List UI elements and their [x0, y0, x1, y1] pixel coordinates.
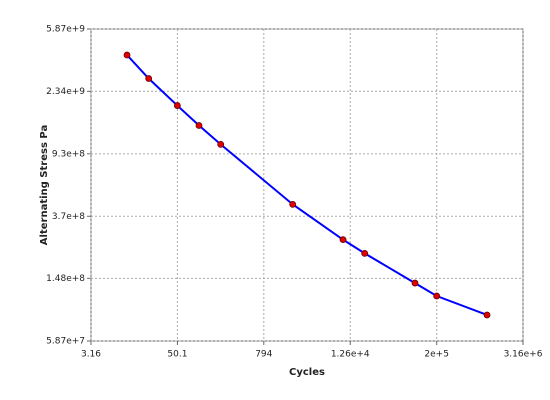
data-point	[483, 311, 491, 319]
data-point	[361, 249, 369, 257]
x-tick-label: 2e+5	[424, 350, 449, 360]
data-point	[433, 292, 441, 300]
x-tick-label: 3.16	[81, 350, 101, 360]
y-tick-label: 5.87e+7	[46, 337, 85, 347]
data-point	[339, 236, 347, 244]
y-tick-label: 1.48e+8	[46, 274, 85, 284]
data-point	[411, 279, 419, 287]
data-point	[217, 140, 225, 148]
x-tick-label: 794	[255, 350, 272, 360]
data-point	[123, 51, 131, 59]
y-tick-label: 9.3e+8	[52, 149, 85, 159]
data-point	[289, 200, 297, 208]
data-point	[195, 122, 203, 129]
y-tick-label: 2.34e+9	[46, 87, 85, 97]
x-axis-title: Cycles	[289, 367, 325, 378]
plot-area	[90, 28, 524, 342]
x-tick-label: 50.1	[167, 350, 187, 360]
y-tick-label: 5.87e+9	[46, 25, 85, 35]
y-tick-label: 3.7e+8	[52, 212, 85, 222]
x-tick-label: 3.16e+6	[504, 350, 543, 360]
x-tick-label: 1.26e+4	[331, 350, 370, 360]
y-axis-title: Alternating Stress Pa	[39, 125, 50, 245]
data-point	[173, 102, 181, 109]
data-point	[145, 75, 153, 82]
